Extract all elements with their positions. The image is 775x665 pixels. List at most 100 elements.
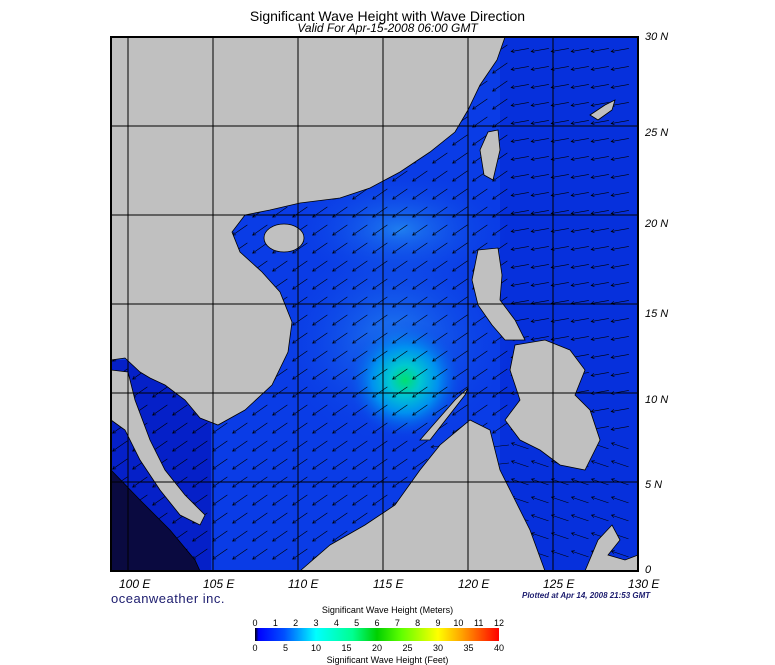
direction-arrow xyxy=(452,296,468,308)
direction-arrow xyxy=(292,242,308,254)
direction-arrow xyxy=(312,242,328,254)
direction-arrow xyxy=(352,278,368,290)
direction-arrow xyxy=(232,494,248,506)
direction-arrow xyxy=(432,224,448,236)
direction-arrow xyxy=(412,332,428,344)
direction-arrow xyxy=(610,318,629,323)
direction-arrow xyxy=(452,242,468,254)
direction-arrow xyxy=(252,530,268,542)
direction-arrow xyxy=(452,278,468,290)
direction-arrow xyxy=(292,296,308,308)
direction-arrow xyxy=(252,224,268,236)
direction-arrow xyxy=(312,440,328,452)
direction-arrow xyxy=(590,318,609,323)
direction-arrow xyxy=(570,228,589,233)
direction-arrow xyxy=(510,210,529,215)
direction-arrow xyxy=(452,350,468,362)
direction-arrow xyxy=(492,116,508,128)
direction-arrow xyxy=(352,242,368,254)
direction-arrow xyxy=(610,138,629,143)
direction-arrow xyxy=(590,84,609,89)
direction-arrow xyxy=(492,224,508,236)
direction-arrow xyxy=(492,170,508,182)
direction-arrow xyxy=(252,440,268,452)
direction-arrow xyxy=(412,278,428,290)
direction-arrow xyxy=(332,494,348,506)
direction-arrow xyxy=(192,422,208,434)
meters-tick: 5 xyxy=(354,618,360,628)
meters-tick: 11 xyxy=(473,618,484,628)
direction-arrow xyxy=(590,460,609,468)
direction-arrow xyxy=(332,332,348,344)
lon-label: 105 E xyxy=(203,577,235,591)
direction-arrow xyxy=(292,422,308,434)
feet-tick: 20 xyxy=(371,643,382,653)
direction-arrow xyxy=(332,278,348,290)
oceanweather-logo: oceanweather inc. xyxy=(111,591,226,606)
japan-islands xyxy=(589,99,616,121)
direction-arrow xyxy=(352,224,368,236)
direction-arrow xyxy=(570,138,589,143)
feet-tick: 15 xyxy=(341,643,352,653)
direction-arrow xyxy=(610,120,629,125)
direction-arrow xyxy=(292,386,308,398)
direction-arrow xyxy=(292,458,308,470)
meters-tick: 12 xyxy=(493,618,504,628)
direction-arrow xyxy=(492,62,508,74)
direction-arrow xyxy=(530,336,549,341)
direction-arrow xyxy=(312,296,328,308)
direction-arrow xyxy=(312,530,328,542)
direction-arrow xyxy=(610,48,629,53)
direction-arrow xyxy=(590,282,609,287)
direction-arrow xyxy=(472,368,488,380)
direction-arrow xyxy=(530,120,549,125)
direction-arrow xyxy=(590,354,609,359)
direction-arrow xyxy=(332,422,348,434)
direction-arrow xyxy=(372,188,388,200)
direction-arrow xyxy=(392,404,408,416)
direction-arrow xyxy=(590,336,609,341)
map-subtitle: Valid For Apr-15-2008 06:00 GMT xyxy=(297,21,478,35)
meters-tick: 0 xyxy=(252,618,258,628)
direction-arrow xyxy=(432,242,448,254)
direction-arrow xyxy=(412,458,428,470)
lon-label: 120 E xyxy=(458,577,490,591)
lat-label: 0 xyxy=(645,564,652,576)
direction-arrow xyxy=(610,496,629,504)
direction-arrow xyxy=(472,332,488,344)
direction-arrow xyxy=(292,404,308,416)
direction-arrow xyxy=(292,260,308,272)
direction-arrow xyxy=(372,314,388,326)
direction-arrow xyxy=(530,318,549,323)
direction-arrow xyxy=(312,224,328,236)
feet-tick: 25 xyxy=(402,643,413,653)
meters-tick: 9 xyxy=(435,618,441,628)
direction-arrow xyxy=(432,260,448,272)
direction-arrow xyxy=(352,440,368,452)
direction-arrow xyxy=(432,386,448,398)
direction-arrow xyxy=(610,514,629,522)
direction-arrow xyxy=(312,422,328,434)
lat-lon-grid xyxy=(111,37,638,571)
feet-tick: 0 xyxy=(252,643,258,653)
direction-arrow xyxy=(272,548,288,560)
direction-arrow xyxy=(112,440,128,452)
direction-arrow xyxy=(392,278,408,290)
direction-arrow xyxy=(332,512,348,524)
feet-tick: 10 xyxy=(310,643,321,653)
direction-arrow xyxy=(570,192,589,197)
direction-arrow xyxy=(412,350,428,362)
direction-arrow xyxy=(352,404,368,416)
direction-arrow xyxy=(610,210,629,215)
direction-arrow xyxy=(530,192,549,197)
palawan xyxy=(419,387,469,441)
direction-arrow xyxy=(412,422,428,434)
direction-arrow xyxy=(192,440,208,452)
direction-arrow xyxy=(392,314,408,326)
direction-arrow xyxy=(472,314,488,326)
direction-arrow xyxy=(392,260,408,272)
direction-arrow xyxy=(332,224,348,236)
direction-arrow xyxy=(392,368,408,380)
direction-arrow xyxy=(392,386,408,398)
